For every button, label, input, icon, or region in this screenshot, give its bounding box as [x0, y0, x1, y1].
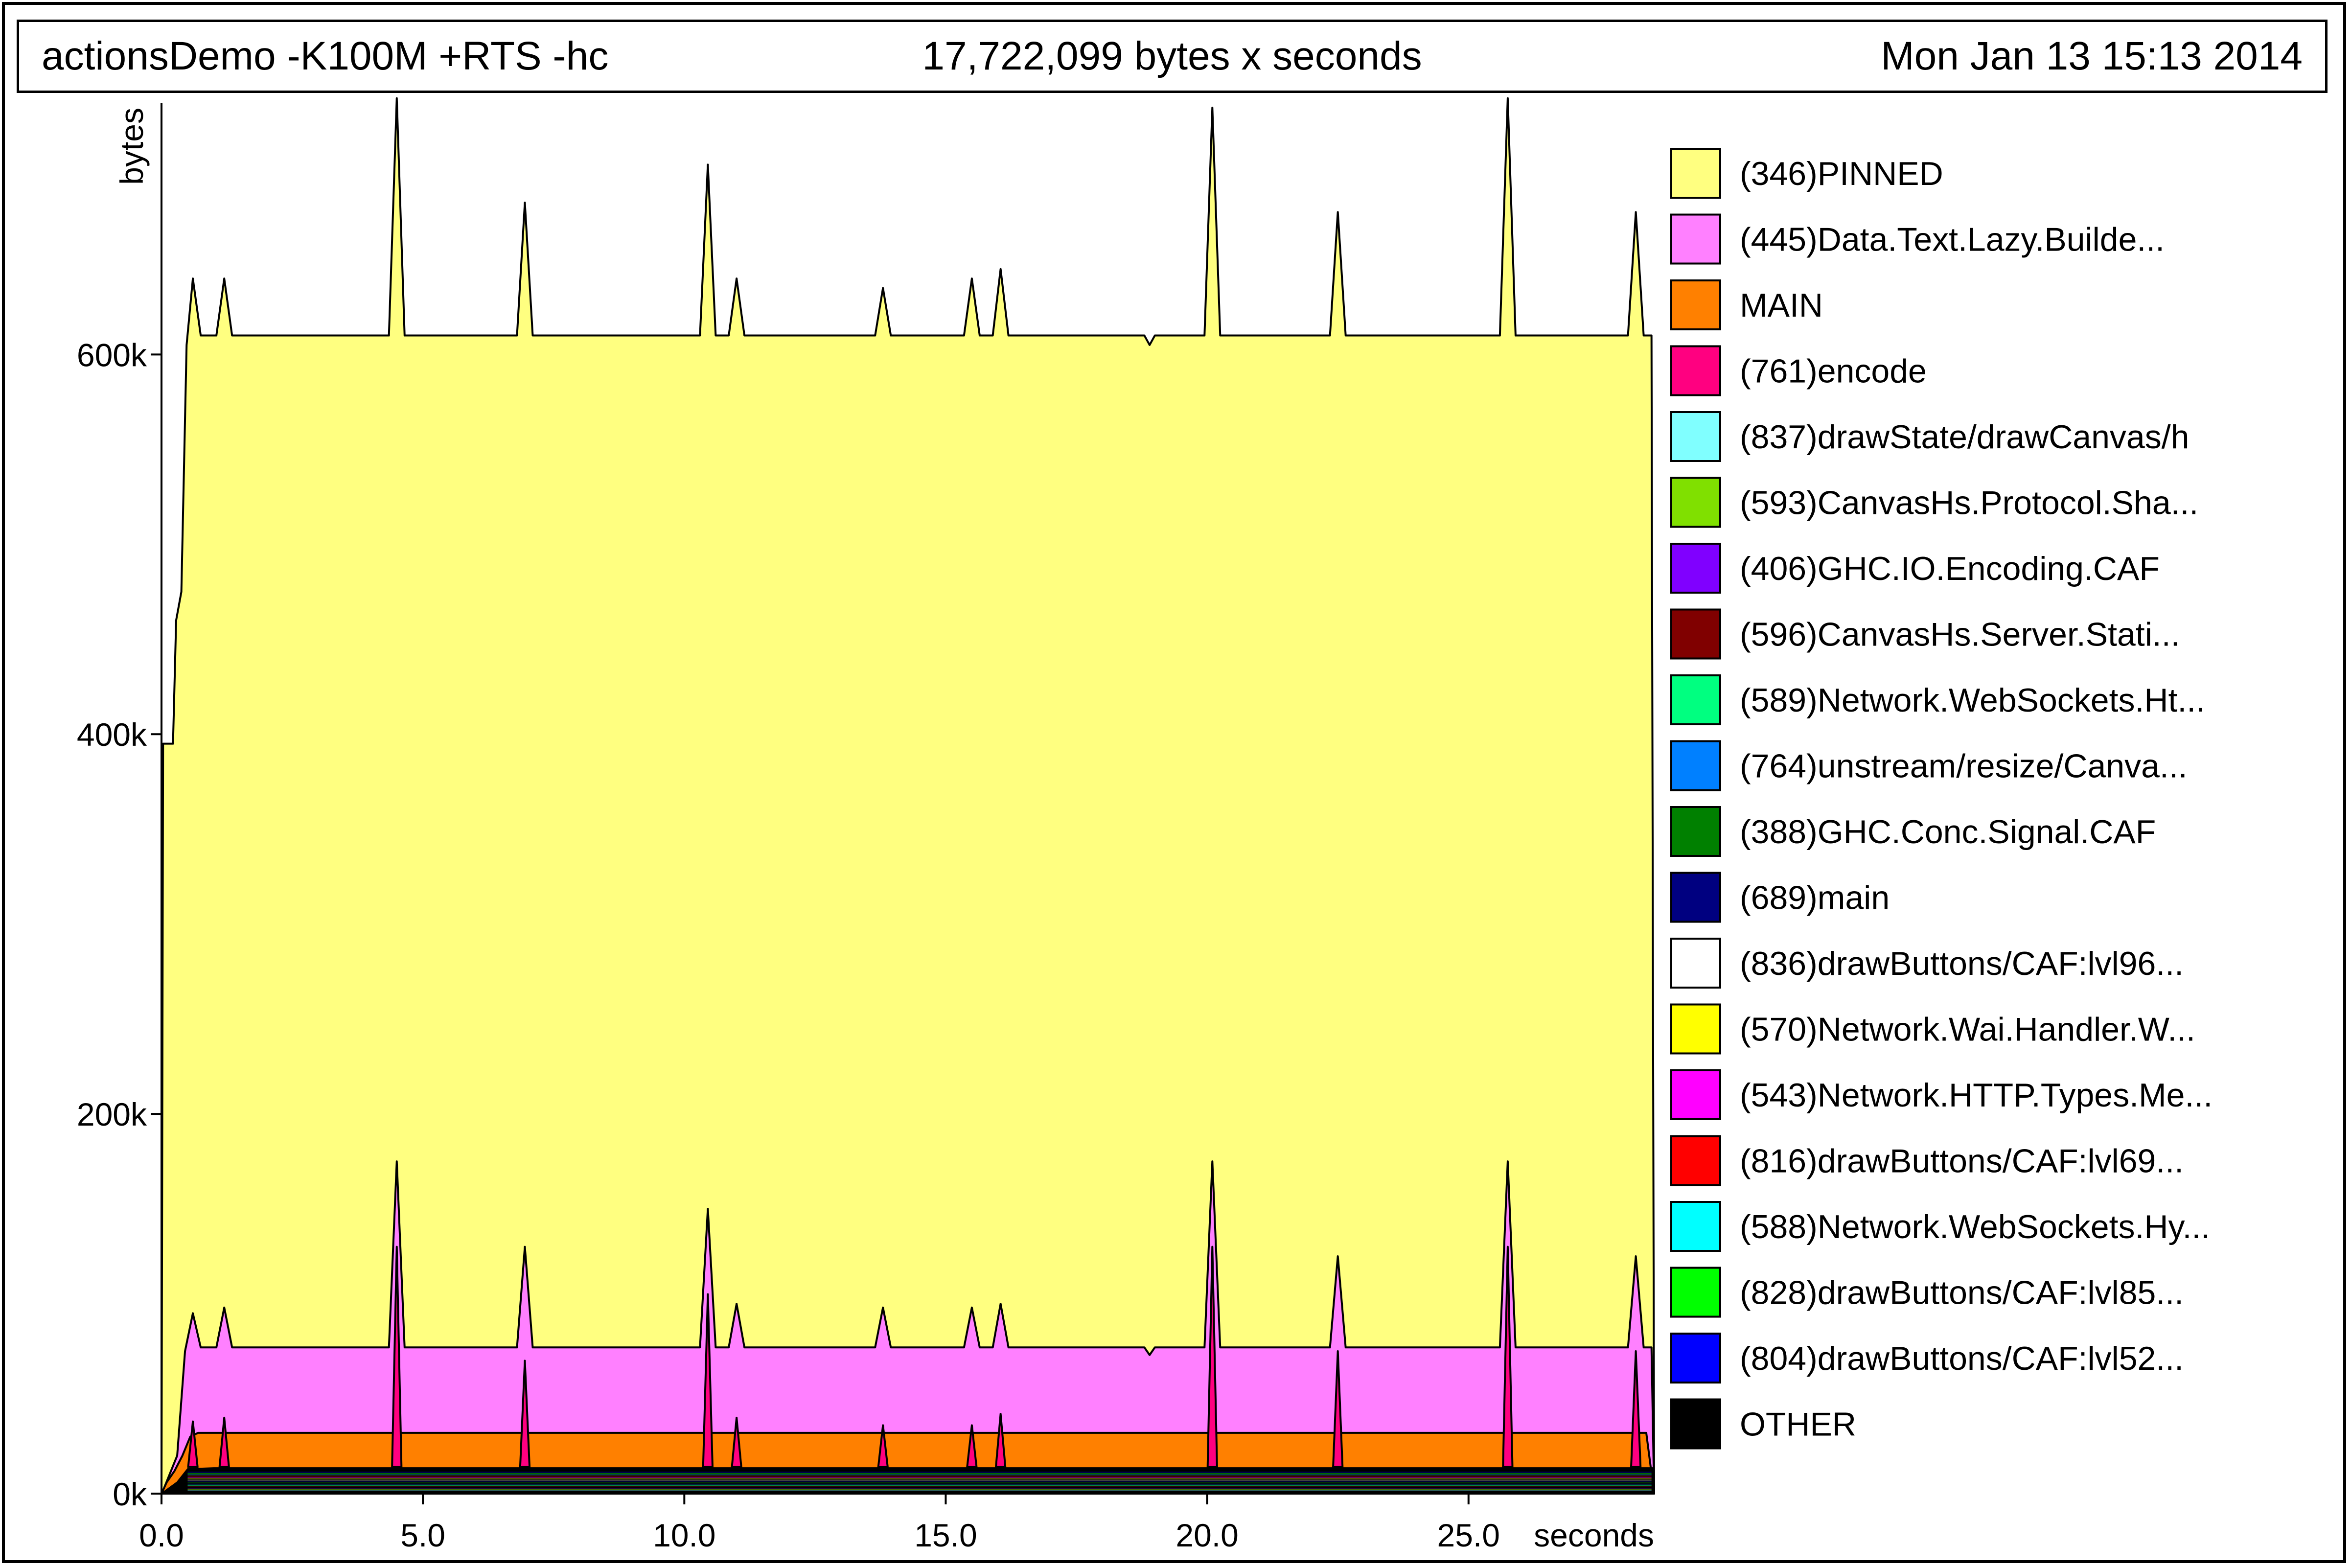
chart-axes: 0k 200k 400k 600k 0.0 5.0 10.0 15.0 20.0 25.0 seco…	[77, 103, 1654, 1553]
x-tick-label-3: 15.0	[914, 1517, 977, 1553]
legend-swatch-4	[1670, 411, 1721, 462]
legend-swatch-9	[1670, 740, 1721, 791]
legend-label-14: (543)Network.HTTP.Types.Me...	[1740, 1077, 2213, 1114]
legend-swatch-16	[1670, 1201, 1721, 1252]
legend-swatch-14	[1670, 1069, 1721, 1120]
spike-encode-3	[519, 1360, 531, 1468]
x-axis-label: seconds	[1534, 1517, 1654, 1553]
legend-label-10: (388)GHC.Conc.Signal.CAF	[1740, 813, 2156, 851]
legend-swatch-2	[1670, 279, 1721, 330]
area-other	[159, 1467, 1655, 1495]
x-tick-label-2: 10.0	[653, 1517, 715, 1553]
legend-swatch-15	[1670, 1135, 1721, 1186]
legend-swatch-10	[1670, 806, 1721, 857]
legend-swatch-0	[1670, 148, 1721, 199]
x-tick-label-5: 25.0	[1437, 1517, 1500, 1553]
legend-swatch-12	[1670, 938, 1721, 989]
spike-encode-4	[702, 1293, 714, 1468]
total-bytes-seconds: 17,722,099 bytes x seconds	[922, 34, 1422, 78]
title-bar: actionsDemo -K100M +RTS -hc 17,722,099 b…	[17, 20, 2328, 93]
legend-label-5: (593)CanvasHs.Protocol.Sha...	[1740, 484, 2198, 522]
legend-label-11: (689)main	[1740, 879, 1890, 917]
spike-encode-7	[966, 1424, 978, 1468]
spike-encode-5	[731, 1416, 742, 1468]
spike-encode-11	[1502, 1245, 1514, 1468]
legend-label-18: (804)drawButtons/CAF:lvl52...	[1740, 1340, 2184, 1377]
spike-encode-10	[1332, 1350, 1344, 1468]
y-axis-label: bytes	[114, 108, 150, 185]
spike-encode-1	[218, 1416, 230, 1468]
legend-label-19: OTHER	[1740, 1406, 1856, 1443]
profile-date: Mon Jan 13 15:13 2014	[1881, 34, 2303, 78]
program-command: actionsDemo -K100M +RTS -hc	[42, 34, 609, 78]
spike-encode-9	[1206, 1245, 1218, 1468]
chart-legend: (346)PINNED (445)Data.Text.Lazy.Builde...…	[1670, 148, 2213, 1450]
legend-label-7: (596)CanvasHs.Server.Stati...	[1740, 616, 2180, 653]
legend-label-15: (816)drawButtons/CAF:lvl69...	[1740, 1143, 2184, 1180]
spike-encode-8	[995, 1413, 1007, 1468]
legend-swatch-7	[1670, 608, 1721, 660]
legend-label-2: MAIN	[1740, 287, 1823, 324]
legend-label-17: (828)drawButtons/CAF:lvl85...	[1740, 1274, 2184, 1312]
legend-label-4: (837)drawState/drawCanvas/h	[1740, 418, 2189, 456]
legend-swatch-8	[1670, 674, 1721, 725]
spike-encode-2	[391, 1245, 403, 1468]
spike-encode-12	[1630, 1350, 1642, 1468]
area-data-text-lazy-builder	[161, 1160, 1655, 1495]
legend-label-1: (445)Data.Text.Lazy.Builde...	[1740, 221, 2165, 258]
y-tick-label-1: 200k	[77, 1096, 147, 1132]
chart-areas	[159, 97, 1655, 1495]
legend-swatch-3	[1670, 345, 1721, 396]
legend-label-6: (406)GHC.IO.Encoding.CAF	[1740, 550, 2160, 587]
legend-swatch-13	[1670, 1003, 1721, 1055]
y-tick-label-0: 0k	[113, 1476, 147, 1512]
legend-label-0: (346)PINNED	[1740, 155, 1943, 192]
spike-encode-0	[187, 1420, 199, 1468]
legend-label-12: (836)drawButtons/CAF:lvl96...	[1740, 945, 2184, 982]
y-tick-label-3: 600k	[77, 337, 147, 373]
legend-swatch-19	[1670, 1398, 1721, 1450]
x-tick-label-1: 5.0	[400, 1517, 445, 1553]
legend-label-13: (570)Network.Wai.Handler.W...	[1740, 1011, 2195, 1048]
legend-swatch-17	[1670, 1267, 1721, 1318]
y-tick-label-2: 400k	[77, 716, 147, 753]
legend-label-9: (764)unstream/resize/Canva...	[1740, 748, 2188, 785]
legend-swatch-1	[1670, 213, 1721, 265]
legend-swatch-18	[1670, 1333, 1721, 1384]
legend-swatch-5	[1670, 477, 1721, 528]
legend-swatch-6	[1670, 543, 1721, 594]
legend-label-16: (588)Network.WebSockets.Hy...	[1740, 1208, 2210, 1245]
spike-encode-6	[877, 1424, 889, 1468]
legend-label-8: (589)Network.WebSockets.Ht...	[1740, 682, 2205, 719]
x-tick-label-4: 20.0	[1176, 1517, 1238, 1553]
area-pinned	[161, 97, 1655, 1495]
legend-swatch-11	[1670, 872, 1721, 923]
x-tick-label-0: 0.0	[139, 1517, 184, 1553]
legend-label-3: (761)encode	[1740, 353, 1927, 390]
